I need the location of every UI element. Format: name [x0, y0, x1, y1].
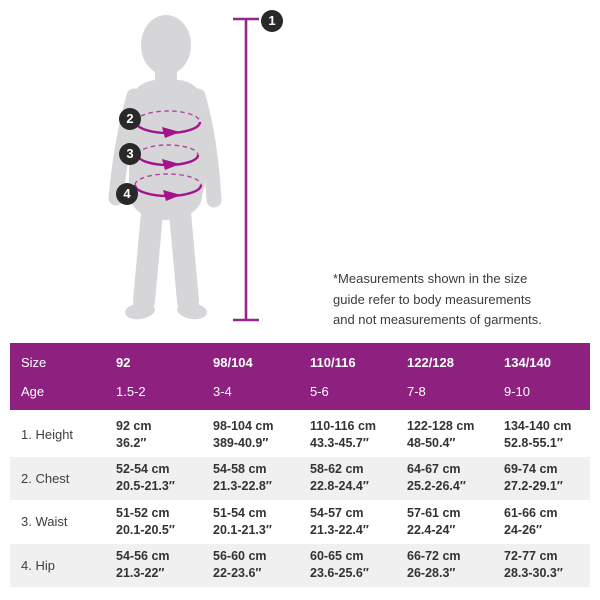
header-age-5: 9-10	[504, 384, 531, 399]
header-size-110-116: 110/116	[310, 355, 356, 370]
size-table-header: Size 92 98/104 110/116 122/128 134/140 A…	[10, 343, 590, 410]
header-size-122-128: 122/128	[407, 355, 454, 370]
table-row-chest: 2. Chest 52-54 cm 20.5-21.3″ 54-58 cm 21…	[10, 456, 590, 500]
hip-122-128: 66-72 cm 26-28.3″	[396, 548, 493, 582]
inch-value: 27.2-29.1″	[504, 479, 563, 494]
cm-value: 92 cm	[116, 418, 152, 433]
hip-girth-arrow	[133, 173, 203, 201]
inch-value: 24-26″	[504, 522, 542, 537]
table-row-hip: 4. Hip 54-56 cm 21.3-22″ 56-60 cm 22-23.…	[10, 543, 590, 587]
row-label: 3. Waist	[21, 514, 68, 530]
cm-value: 61-66 cm	[504, 505, 558, 520]
header-size-134-140: 134/140	[504, 355, 551, 370]
inch-value: 48-50.4″	[407, 435, 456, 450]
body-diagram	[108, 15, 259, 322]
hip-92: 54-56 cm 21.3-22″	[105, 548, 202, 582]
table-row-height: 1. Height 92 cm 36.2″ 98-104 cm 389-40.9…	[10, 413, 590, 457]
chest-98-104: 54-58 cm 21.3-22.8″	[202, 461, 299, 495]
inch-value: 21.3-22″	[116, 566, 165, 581]
marker-4-hip: 4	[116, 183, 138, 205]
inch-value: 22.4-24″	[407, 522, 456, 537]
height-92: 92 cm 36.2″	[105, 418, 202, 452]
waist-92: 51-52 cm 20.1-20.5″	[105, 505, 202, 539]
header-age-4: 7-8	[407, 384, 426, 399]
hip-134-140: 72-77 cm 28.3-30.3″	[493, 548, 590, 582]
size-table: Size 92 98/104 110/116 122/128 134/140 A…	[10, 343, 590, 587]
hip-110-116: 60-65 cm 23.6-25.6″	[299, 548, 396, 582]
inch-value: 20.1-21.3″	[213, 522, 272, 537]
cm-value: 60-65 cm	[310, 549, 364, 564]
inch-value: 21.3-22.4″	[310, 522, 369, 537]
cm-value: 54-58 cm	[213, 462, 267, 477]
height-110-116: 110-116 cm 43.3-45.7″	[299, 418, 396, 452]
cm-value: 51-54 cm	[213, 505, 267, 520]
chest-110-116: 58-62 cm 22.8-24.4″	[299, 461, 396, 495]
header-age-3: 5-6	[310, 384, 329, 399]
waist-122-128: 57-61 cm 22.4-24″	[396, 505, 493, 539]
inch-value: 23.6-25.6″	[310, 566, 369, 581]
height-98-104: 98-104 cm 389-40.9″	[202, 418, 299, 452]
row-label: 2. Chest	[21, 470, 70, 486]
inch-value: 28.3-30.3″	[504, 566, 563, 581]
cm-value: 52-54 cm	[116, 462, 170, 477]
waist-134-140: 61-66 cm 24-26″	[493, 505, 590, 539]
cm-value: 66-72 cm	[407, 549, 461, 564]
cm-value: 110-116 cm	[310, 418, 377, 433]
header-age-1: 1.5-2	[116, 384, 146, 399]
cm-value: 122-128 cm	[407, 418, 475, 433]
marker-1-height: 1	[261, 10, 283, 32]
measurement-note: *Measurements shown in the size guide re…	[333, 269, 542, 331]
inch-value: 389-40.9″	[213, 435, 269, 450]
header-age-2: 3-4	[213, 384, 232, 399]
marker-3-waist: 3	[119, 143, 141, 165]
inch-value: 26-28.3″	[407, 566, 456, 581]
row-label: 4. Hip	[21, 557, 55, 573]
inch-value: 20.5-21.3″	[116, 479, 175, 494]
header-age-label: Age	[21, 384, 45, 399]
inch-value: 36.2″	[116, 435, 147, 450]
inch-value: 22.8-24.4″	[310, 479, 369, 494]
cm-value: 72-77 cm	[504, 549, 558, 564]
header-size-98-104: 98/104	[213, 355, 253, 370]
height-measure-line	[233, 17, 259, 322]
waist-girth-arrow	[136, 144, 200, 170]
marker-2-chest: 2	[119, 108, 141, 130]
inch-value: 21.3-22.8″	[213, 479, 272, 494]
note-line-1: *Measurements shown in the size	[333, 271, 528, 286]
cm-value: 134-140 cm	[504, 418, 572, 433]
size-table-body: 1. Height 92 cm 36.2″ 98-104 cm 389-40.9…	[10, 413, 590, 587]
chest-92: 52-54 cm 20.5-21.3″	[105, 461, 202, 495]
cm-value: 54-57 cm	[310, 505, 364, 520]
chest-girth-arrow	[134, 110, 202, 138]
cm-value: 69-74 cm	[504, 462, 558, 477]
cm-value: 51-52 cm	[116, 505, 170, 520]
height-134-140: 134-140 cm 52.8-55.1″	[493, 418, 590, 452]
waist-110-116: 54-57 cm 21.3-22.4″	[299, 505, 396, 539]
chest-134-140: 69-74 cm 27.2-29.1″	[493, 461, 590, 495]
inch-value: 52.8-55.1″	[504, 435, 563, 450]
inch-value: 25.2-26.4″	[407, 479, 466, 494]
note-line-3: and not measurements of garments.	[333, 312, 542, 327]
cm-value: 98-104 cm	[213, 418, 274, 433]
cm-value: 54-56 cm	[116, 549, 170, 564]
waist-98-104: 51-54 cm 20.1-21.3″	[202, 505, 299, 539]
note-line-2: guide refer to body measurements	[333, 291, 531, 307]
header-size-label: Size	[21, 355, 47, 370]
height-122-128: 122-128 cm 48-50.4″	[396, 418, 493, 452]
header-size-92: 92	[116, 355, 131, 370]
chest-122-128: 64-67 cm 25.2-26.4″	[396, 461, 493, 495]
row-label: 1. Height	[21, 427, 74, 443]
inch-value: 22-23.6″	[213, 566, 262, 581]
cm-value: 57-61 cm	[407, 505, 461, 520]
hip-98-104: 56-60 cm 22-23.6″	[202, 548, 299, 582]
inch-value: 43.3-45.7″	[310, 435, 369, 450]
table-row-waist: 3. Waist 51-52 cm 20.1-20.5″ 51-54 cm 20…	[10, 500, 590, 544]
cm-value: 64-67 cm	[407, 462, 461, 477]
cm-value: 56-60 cm	[213, 549, 267, 564]
cm-value: 58-62 cm	[310, 462, 364, 477]
inch-value: 20.1-20.5″	[116, 522, 175, 537]
